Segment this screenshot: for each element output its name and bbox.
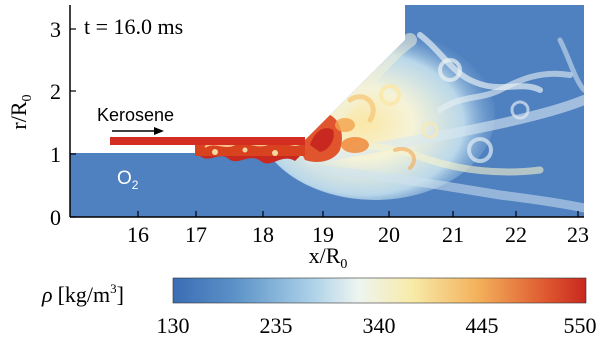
colorbar-tick-label: 550	[564, 313, 597, 338]
colorbar-tick-label: 235	[260, 313, 293, 338]
time-label: t = 16.0 ms	[84, 14, 183, 39]
x-tick-label: 22	[505, 222, 527, 247]
plot-axes	[69, 5, 584, 218]
x-tick-label: 17	[185, 222, 207, 247]
dense-fuel-region	[300, 115, 369, 162]
y-tick-label: 2	[50, 79, 61, 104]
x-axis-title: x/R0	[309, 243, 348, 272]
x-tick-label: 19	[312, 222, 334, 247]
x-tick-label: 18	[252, 222, 274, 247]
colorbar-label: ρ [kg/m3]	[41, 281, 124, 307]
vortex-structures	[293, 32, 584, 213]
x-tick-label: 20	[378, 222, 400, 247]
colorbar-tick-label: 340	[363, 313, 396, 338]
colorbar-tick-labels: 130 235 340 445 550	[157, 313, 597, 338]
colorbar-gradient	[172, 277, 587, 304]
oxygen-label: O2	[117, 168, 139, 192]
colorbar-tick-label: 445	[466, 313, 499, 338]
y-tick-labels: 0 1 2 3	[50, 17, 61, 230]
x-tick-labels: 16 17 18 19 20 21 22 23	[127, 222, 589, 247]
y-tick-label: 1	[50, 142, 61, 167]
x-tick-label: 21	[442, 222, 464, 247]
colorbar-tick-label: 130	[157, 313, 190, 338]
flow-direction-arrow-icon	[112, 127, 164, 135]
colorbar: ρ [kg/m3] 130 235 340 445 550	[41, 277, 597, 338]
x-tick-label: 16	[127, 222, 149, 247]
kerosene-label: Kerosene	[97, 105, 174, 125]
kerosene-injector-post	[110, 137, 305, 145]
y-axis-title: r/R0	[6, 94, 35, 129]
y-tick-label: 0	[50, 205, 61, 230]
y-tick-label: 3	[50, 17, 61, 42]
x-tick-label: 23	[567, 222, 589, 247]
